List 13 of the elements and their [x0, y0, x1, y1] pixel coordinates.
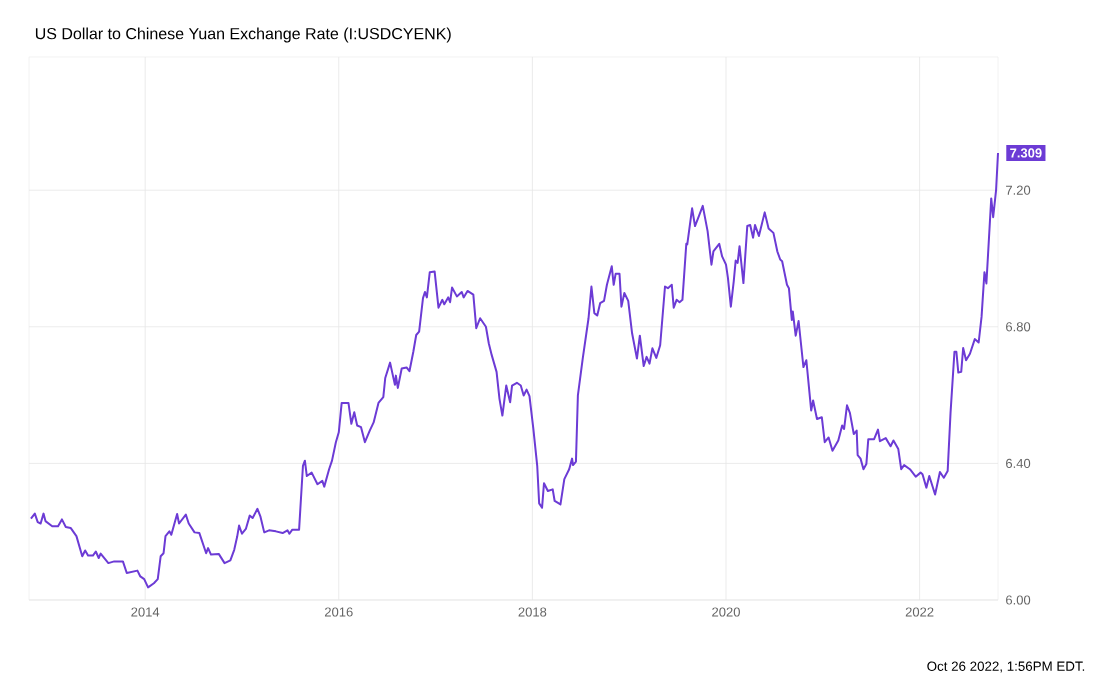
- x-tick-label: 2016: [324, 607, 353, 617]
- data-label: 7.309: [1010, 148, 1042, 158]
- text: Oct 26 2022, 1:56PM EDT.: [927, 661, 1085, 673]
- chart-title: US Dollar to Chinese Yuan Exchange Rate (I:USDCYENK): [35, 27, 451, 43]
- line-series: [29, 151, 1000, 589]
- x-tick-label: 2022: [905, 607, 934, 617]
- y-tick-label: 6.40: [1006, 458, 1031, 468]
- y-tick-label: 7.20: [1006, 185, 1031, 195]
- x-tick-label: 2020: [712, 607, 740, 617]
- x-tick-label: 2018: [518, 607, 547, 617]
- y-tick-label: 6.80: [1006, 322, 1031, 332]
- y-tick-label: 6.00: [1006, 595, 1031, 605]
- x-tick-label: 2014: [131, 607, 160, 617]
